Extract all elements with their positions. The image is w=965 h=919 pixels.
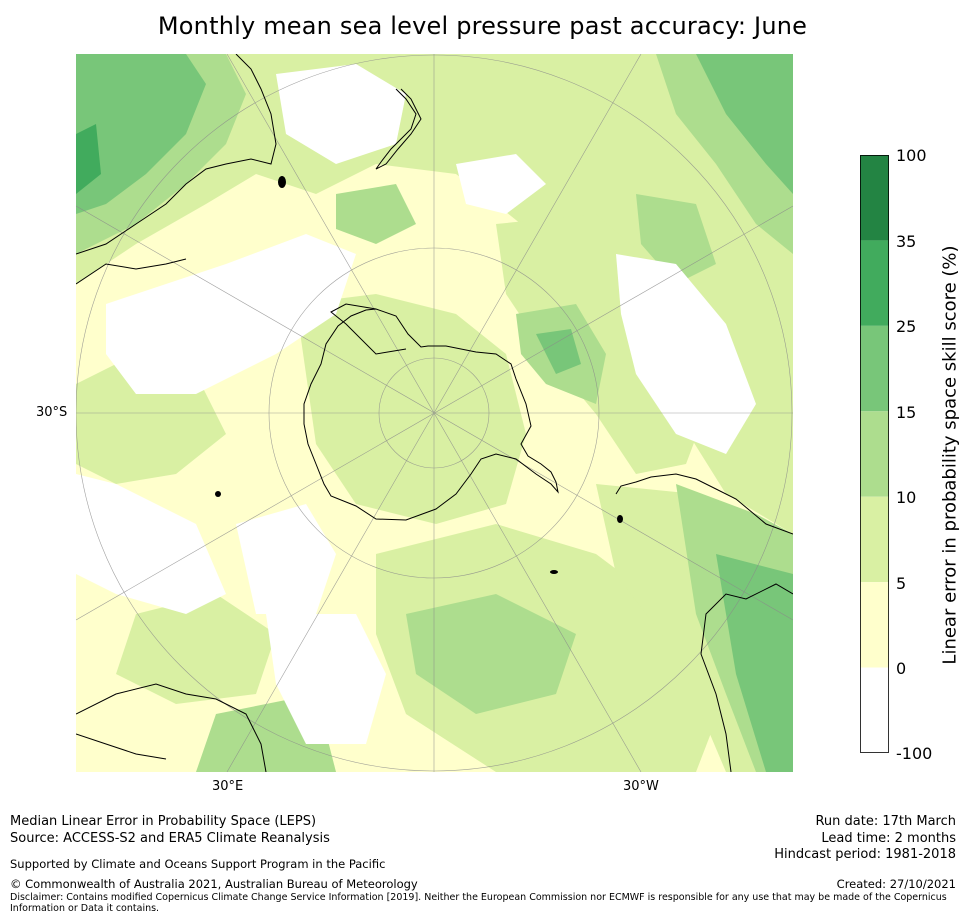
south-america-coast (615, 473, 793, 535)
created-date: Created: 27/10/2021 (836, 877, 956, 891)
label-30w: 30°W (623, 779, 659, 794)
footer-support: Supported by Climate and Oceans Support … (10, 857, 386, 871)
colorbar-bin (860, 325, 889, 412)
islands (215, 176, 623, 574)
australia-coast (76, 54, 277, 255)
map-canvas (76, 54, 793, 772)
footer-method: Median Linear Error in Probability Space… (10, 814, 317, 829)
colorbar-tick: 35 (896, 232, 917, 251)
colorbar-bin (860, 411, 889, 497)
field-band-25-35 (76, 124, 101, 194)
colorbar-bin (860, 240, 889, 326)
colorbar-tick: -100 (896, 744, 933, 763)
label-30s: 30°S (36, 405, 68, 420)
hindcast-period: Hindcast period: 1981-2018 (774, 847, 956, 862)
lead-time: Lead time: 2 months (821, 831, 956, 846)
graticule (76, 54, 793, 772)
colorbar-tick: 25 (896, 317, 917, 336)
colorbar-label: Linear error in probability space skill … (939, 245, 961, 665)
polar-map (76, 54, 793, 772)
colorbar-bin (860, 496, 889, 583)
colorbar (860, 155, 889, 753)
colorbar-tick: 15 (896, 403, 917, 422)
colorbar-frame (860, 155, 889, 753)
footer-source: Source: ACCESS-S2 and ERA5 Climate Reana… (10, 831, 330, 846)
field-band-15-25 (76, 54, 793, 772)
colorbar-bin (860, 667, 889, 753)
label-30e: 30°E (212, 779, 244, 794)
page-title: Monthly mean sea level pressure past acc… (157, 12, 808, 40)
colorbar-bin (860, 155, 889, 241)
footer-disclaimer: Disclaimer: Contains modified Copernicus… (10, 892, 947, 914)
colorbar-tick: 10 (896, 488, 917, 507)
run-date: Run date: 17th March (815, 814, 956, 829)
colorbar-tick: 5 (896, 574, 907, 593)
coastlines (76, 54, 793, 772)
field-band-negative (76, 64, 756, 744)
antarctica-coast (303, 303, 559, 521)
colorbar-tick: 100 (896, 146, 927, 165)
new-zealand-coast (375, 88, 422, 170)
colorbar-tick: 0 (896, 659, 907, 678)
africa-coast (76, 683, 267, 772)
footer-copyright: © Commonwealth of Australia 2021, Austra… (10, 877, 418, 891)
colorbar-bin (860, 582, 889, 668)
